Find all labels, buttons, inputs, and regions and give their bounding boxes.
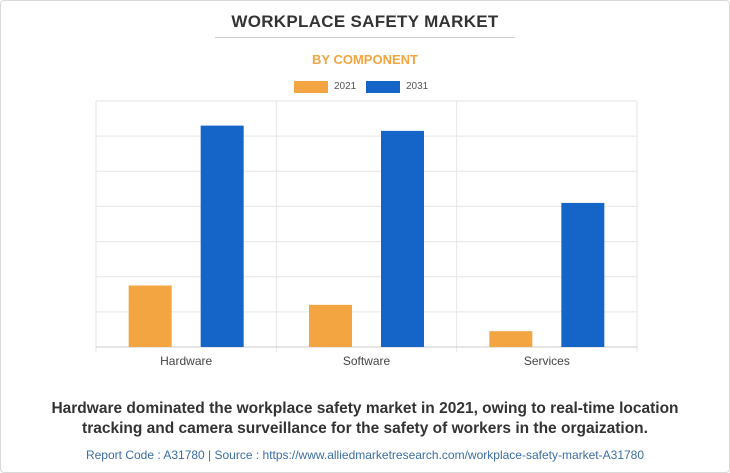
bar-services-2031 [561, 202, 605, 347]
bar-software-2031 [381, 130, 424, 347]
caption-line-2: tracking and camera surveillance for the… [82, 420, 648, 437]
legend-label-2021: 2021 [334, 81, 357, 92]
caption-line-1: Hardware dominated the workplace safety … [51, 400, 679, 417]
legend: 2021 2031 [0, 80, 730, 94]
legend-label-2031: 2031 [406, 81, 429, 92]
legend-swatch-2031 [366, 81, 400, 93]
x-tick-label-services: Services [524, 354, 570, 368]
bar-services-2021 [489, 331, 533, 347]
bar-software-2021 [309, 304, 352, 347]
chart-subtitle: BY COMPONENT [312, 52, 418, 67]
bar-hardware-2021 [128, 285, 172, 347]
source-footer: Report Code : A31780 | Source : https://… [85, 448, 645, 462]
x-tick-label-software: Software [343, 354, 391, 368]
x-tick-label-hardware: Hardware [160, 354, 212, 368]
chart-caption: Hardware dominated the workplace safety … [20, 399, 710, 439]
bar-hardware-2031 [200, 125, 244, 347]
chart-title: WORKPLACE SAFETY MARKET [231, 12, 499, 31]
legend-swatch-2021 [294, 81, 328, 93]
title-divider [215, 37, 515, 38]
